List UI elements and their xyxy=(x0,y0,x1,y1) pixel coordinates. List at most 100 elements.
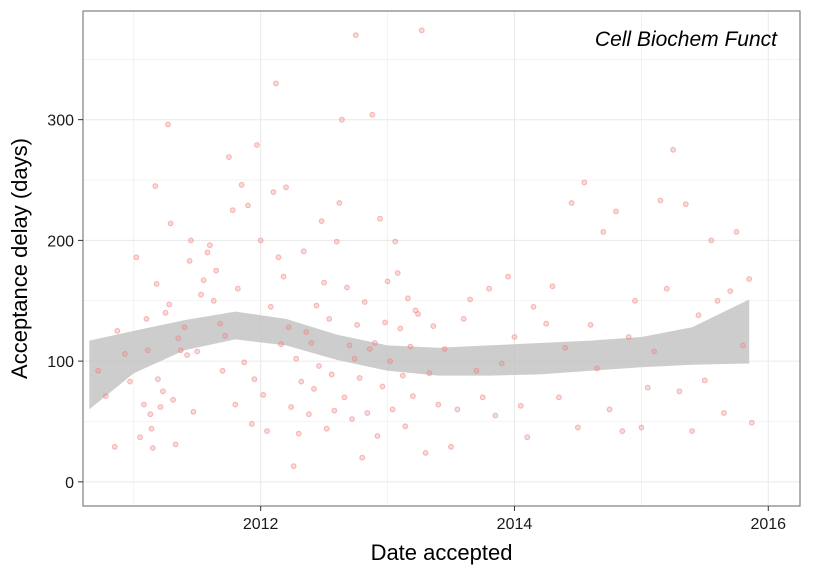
data-point xyxy=(137,434,144,441)
data-point xyxy=(670,146,676,153)
y-axis-title: Acceptance delay (days) xyxy=(7,138,32,379)
data-point xyxy=(511,334,518,340)
data-point xyxy=(232,401,239,408)
data-point xyxy=(748,419,755,426)
data-point xyxy=(190,408,197,415)
plot-border xyxy=(82,10,801,507)
data-point xyxy=(619,428,626,435)
axis-ticks: 2012 2014 2016 0 100 200 300 xyxy=(47,113,786,533)
data-point xyxy=(306,411,312,418)
data-point xyxy=(448,443,454,450)
data-point xyxy=(346,342,353,349)
data-point xyxy=(313,302,320,309)
x-tick-label: 2014 xyxy=(497,516,533,533)
data-point xyxy=(147,411,154,418)
data-point xyxy=(308,340,315,346)
data-point xyxy=(251,376,258,383)
data-point xyxy=(210,297,217,304)
data-point xyxy=(740,342,746,349)
data-point xyxy=(369,111,376,118)
data-point xyxy=(153,281,160,287)
data-point xyxy=(333,238,340,245)
data-point xyxy=(377,215,383,222)
data-point xyxy=(111,443,118,450)
data-point xyxy=(701,377,708,384)
data-point xyxy=(341,394,348,401)
data-point xyxy=(352,32,359,38)
data-point xyxy=(382,319,388,326)
data-point xyxy=(194,348,201,355)
data-point xyxy=(594,365,600,372)
data-point xyxy=(351,355,358,362)
data-point xyxy=(326,316,333,322)
data-point xyxy=(144,347,151,354)
data-point xyxy=(498,360,505,367)
data-point xyxy=(219,367,226,374)
data-point xyxy=(122,351,128,357)
data-point xyxy=(467,296,474,303)
data-point xyxy=(213,267,220,274)
data-point xyxy=(389,406,396,413)
data-point xyxy=(384,278,391,285)
data-point xyxy=(336,200,343,206)
data-point xyxy=(143,316,150,322)
data-point xyxy=(663,285,670,292)
data-point xyxy=(114,328,121,334)
data-point xyxy=(364,410,371,416)
data-point xyxy=(727,288,734,295)
data-point xyxy=(454,406,461,413)
y-tick-label: 0 xyxy=(65,475,74,492)
smooth-band xyxy=(89,299,750,410)
data-point xyxy=(175,335,182,342)
data-point xyxy=(200,277,207,284)
data-point xyxy=(181,324,188,331)
data-point xyxy=(349,416,355,423)
chart-annotation: Cell Biochem Funct xyxy=(595,28,778,51)
data-point xyxy=(524,434,531,441)
plot-panel xyxy=(83,11,800,506)
data-point xyxy=(657,197,664,204)
data-point xyxy=(141,401,147,408)
y-tick-label: 100 xyxy=(47,354,74,371)
data-point xyxy=(328,371,335,378)
data-point xyxy=(682,201,689,208)
data-point xyxy=(234,285,241,292)
x-tick-label: 2016 xyxy=(750,516,786,533)
data-point xyxy=(95,367,102,374)
data-point xyxy=(165,121,171,128)
data-point xyxy=(270,189,277,196)
data-point xyxy=(152,183,159,190)
data-point xyxy=(402,423,409,430)
data-point xyxy=(290,463,297,470)
data-point xyxy=(562,344,569,351)
data-point xyxy=(155,376,161,383)
data-point xyxy=(278,341,284,348)
x-tick-label: 2012 xyxy=(243,516,279,533)
data-point xyxy=(479,394,486,401)
data-points xyxy=(95,27,755,470)
data-point xyxy=(676,388,683,395)
data-point xyxy=(644,384,651,391)
data-point xyxy=(600,229,607,235)
data-point xyxy=(354,322,361,328)
data-point xyxy=(405,295,411,302)
data-point xyxy=(426,370,433,377)
data-point xyxy=(422,450,429,456)
data-point xyxy=(632,297,638,304)
data-point xyxy=(321,279,328,286)
x-axis-title: Date accepted xyxy=(371,540,513,565)
data-point xyxy=(300,248,307,255)
data-point xyxy=(339,116,345,123)
data-point xyxy=(226,154,232,161)
data-point xyxy=(361,299,368,305)
data-point xyxy=(288,404,295,410)
data-point xyxy=(285,324,292,331)
data-point xyxy=(625,334,632,340)
data-point xyxy=(222,332,229,339)
data-point xyxy=(166,301,173,308)
data-point xyxy=(316,363,322,369)
data-point xyxy=(260,392,267,398)
data-point xyxy=(264,428,270,435)
data-point xyxy=(575,424,581,431)
